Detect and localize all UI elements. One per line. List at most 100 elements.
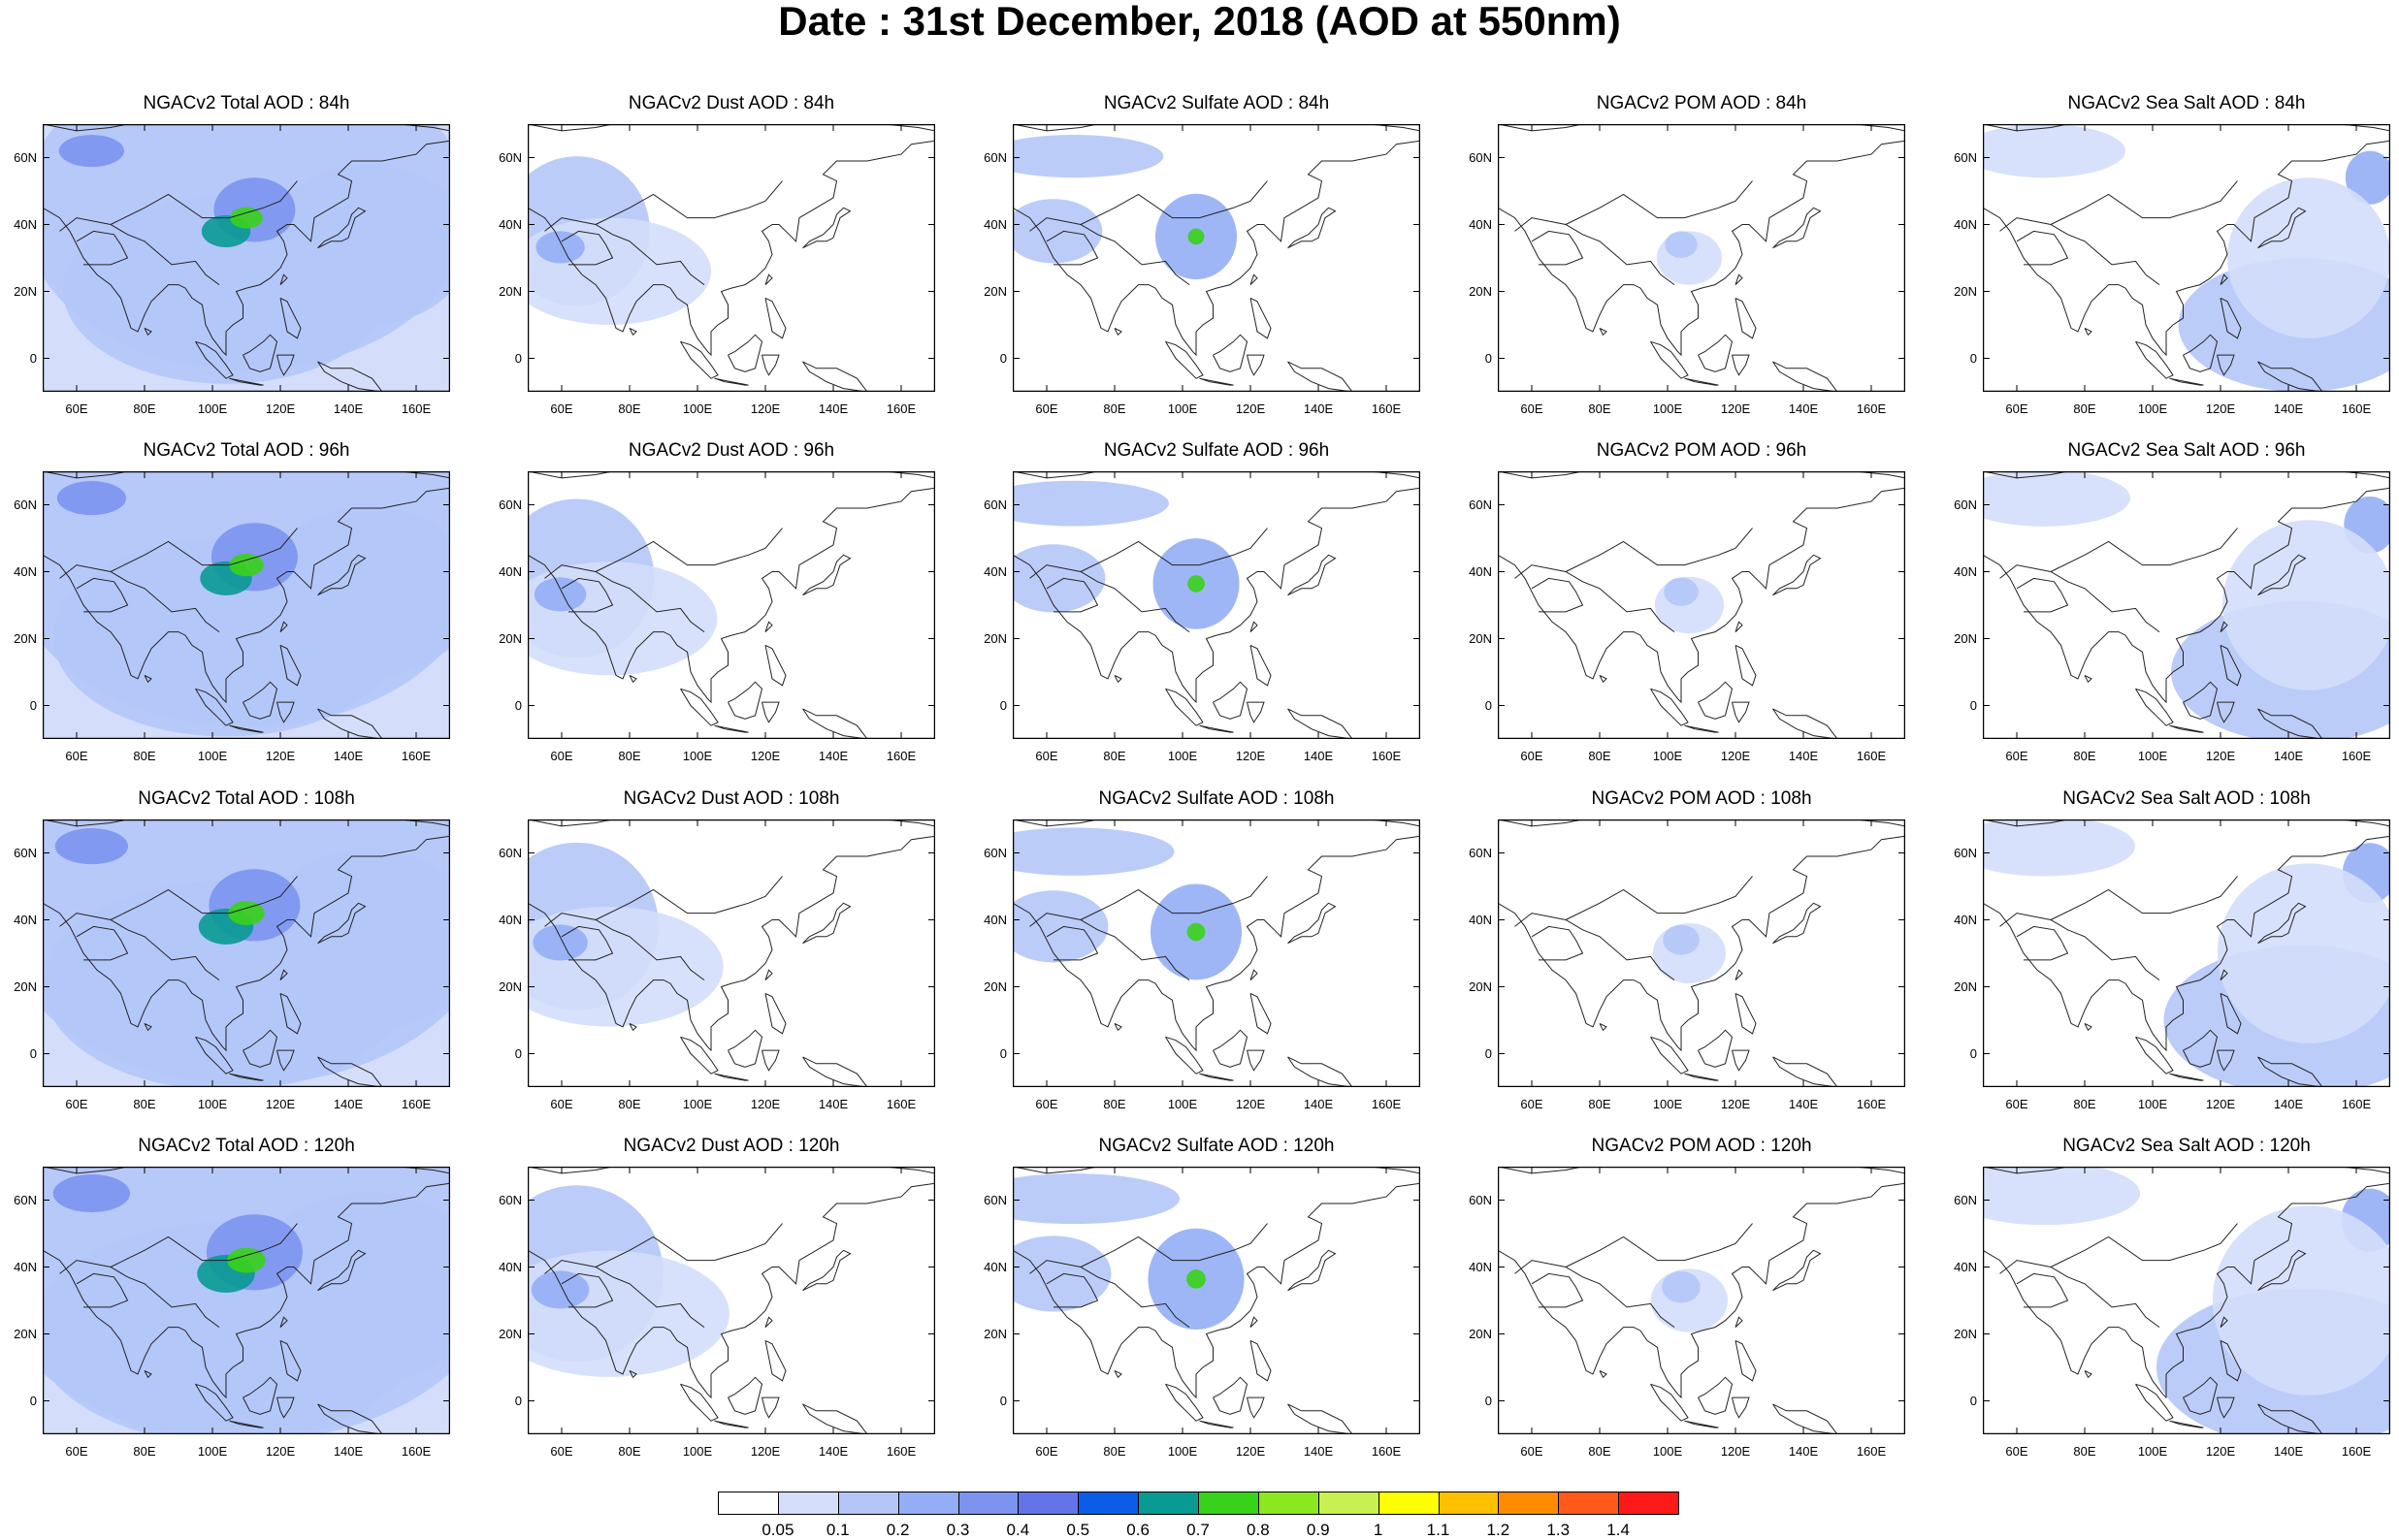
coastline (279, 969, 288, 980)
coastline (1013, 835, 1420, 1052)
coastline (1287, 1056, 1353, 1087)
coastline (1599, 1022, 1607, 1032)
coastline (2135, 1383, 2174, 1422)
lon-tick-label: 120E (2205, 1097, 2236, 1111)
aod-map (43, 124, 450, 392)
lat-tick-label: 20N (499, 283, 522, 299)
coastline (144, 327, 152, 337)
coastline (764, 992, 787, 1035)
coastline (1046, 1272, 1099, 1308)
aod-region (534, 577, 587, 612)
lat-tick-label: 20N (984, 283, 1007, 299)
coastline (1199, 724, 1234, 733)
lon-tick-label: 100E (682, 1097, 713, 1111)
coastline (2183, 681, 2219, 720)
aod-map (528, 124, 935, 392)
coastline (1114, 674, 1122, 684)
aod-map (528, 471, 935, 739)
coastline (2257, 1249, 2307, 1292)
lat-tick-label: 40N (1469, 563, 1492, 579)
lon-tick-label: 80E (618, 401, 641, 416)
lon-tick-label: 140E (818, 1097, 849, 1111)
aod-region (1663, 924, 1700, 955)
panel-title: NGACv2 Sea Salt AOD : 120h (2062, 1136, 2311, 1156)
coastline (1999, 564, 2160, 633)
lon-tick-label: 100E (682, 749, 713, 763)
coastline (561, 230, 614, 266)
coastline (561, 577, 614, 613)
lon-tick-label: 160E (886, 749, 917, 763)
coastline (1114, 1022, 1122, 1032)
coastline (1287, 902, 1337, 945)
lat-tick-label: 20N (1469, 283, 1492, 299)
colorbar-label: 1.1 (1426, 1521, 1450, 1539)
coastline (528, 140, 935, 357)
coastline (1498, 487, 1905, 704)
coastline (1249, 644, 1272, 687)
coastline (229, 1420, 264, 1428)
lat-tick-label: 60N (14, 1192, 37, 1207)
aod-region (2217, 863, 2390, 1043)
lon-tick-label: 140E (1788, 1444, 1819, 1459)
coastline (279, 992, 302, 1035)
lon-tick-label: 100E (197, 401, 228, 416)
lon-tick-label: 160E (2341, 1097, 2372, 1111)
coastline (43, 487, 450, 704)
coastline (1772, 361, 1838, 392)
coastline (1514, 913, 1675, 981)
coastline (762, 354, 780, 376)
lat-tick-label: 20N (14, 1326, 37, 1341)
lat-tick-label: 20N (1954, 979, 1977, 994)
lat-tick-label: 0 (1969, 697, 1977, 713)
lon-tick-label: 120E (265, 401, 296, 416)
lat-tick-label: 60N (499, 149, 522, 165)
coastline (1249, 969, 1258, 980)
coastline (229, 724, 264, 733)
colorbar (718, 1492, 1679, 1517)
coastline (1287, 361, 1353, 392)
lat-tick-label: 20N (1469, 630, 1492, 646)
panel-title: NGACv2 Dust AOD : 120h (623, 1136, 840, 1156)
coastline (762, 1049, 780, 1072)
colorbar-swatch (1078, 1492, 1140, 1515)
coastline (544, 1260, 705, 1329)
lon-tick-label: 80E (133, 1097, 156, 1111)
lon-tick-label: 60E (65, 1444, 88, 1459)
coastline (802, 1249, 852, 1292)
aod-region (531, 1270, 590, 1309)
lon-tick-label: 60E (65, 749, 88, 763)
lon-tick-label: 60E (1520, 1444, 1543, 1459)
lon-tick-label: 100E (682, 1444, 713, 1459)
coastline (1565, 1223, 1753, 1267)
panel-title: NGACv2 Total AOD : 96h (143, 440, 350, 461)
coastline (1531, 925, 1584, 961)
aod-map (1983, 471, 2390, 739)
coastline (1213, 1376, 1248, 1415)
aod-region (1013, 480, 1169, 527)
lon-tick-label: 60E (550, 749, 573, 763)
coastline (2220, 1339, 2242, 1382)
lat-tick-label: 40N (499, 1259, 522, 1274)
coastline (279, 644, 302, 687)
aod-region (1187, 228, 1205, 245)
coastline (279, 1339, 302, 1382)
colorbar-swatch (777, 1492, 839, 1515)
coastline (279, 621, 288, 632)
coastline (2257, 902, 2307, 945)
coastline (1514, 1260, 1675, 1329)
coastline (195, 1036, 234, 1075)
coastline (528, 1182, 935, 1399)
lon-tick-label: 60E (1035, 1097, 1058, 1111)
colorbar-swatch (1138, 1492, 1199, 1515)
coastline (1213, 334, 1248, 372)
lat-tick-label: 40N (984, 216, 1007, 232)
aod-map (43, 471, 450, 739)
lon-tick-label: 160E (1856, 1444, 1887, 1459)
lon-tick-label: 140E (2273, 1097, 2304, 1111)
colorbar-label: 0.5 (1066, 1521, 1090, 1539)
coastline (2220, 273, 2228, 285)
aod-map (1498, 819, 1905, 1087)
coastline (317, 361, 383, 392)
aod-region (1983, 471, 2131, 527)
lon-tick-label: 80E (1103, 1097, 1126, 1111)
